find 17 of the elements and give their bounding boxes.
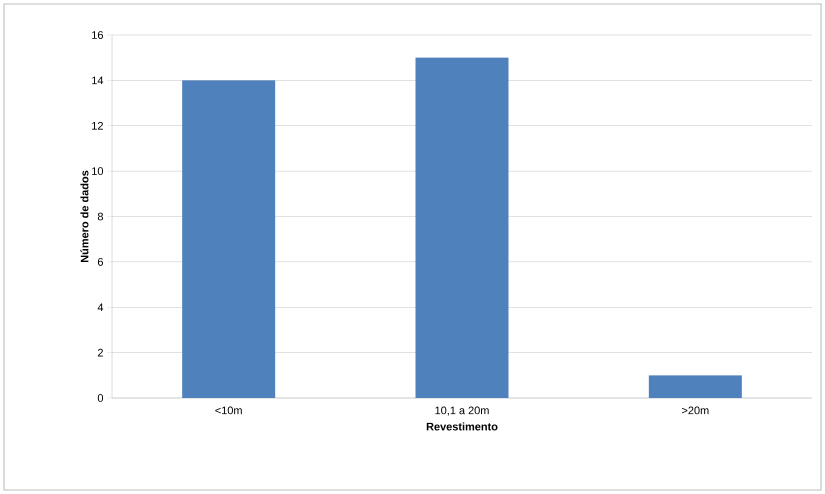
x-axis-title: Revestimento	[426, 422, 498, 430]
x-tick-label: <10m	[215, 406, 242, 414]
bar	[416, 58, 509, 398]
y-tick-label: 16	[92, 31, 103, 39]
y-tick-label: 14	[92, 76, 104, 84]
y-tick-label: 0	[98, 394, 104, 402]
x-tick-label: 10,1 a 20m	[435, 406, 489, 416]
bar	[648, 375, 742, 398]
y-tick-label: 2	[98, 348, 103, 356]
y-axis-title: Número de dados	[80, 170, 88, 262]
y-tick-label: 8	[98, 212, 103, 220]
y-tick-label: 6	[98, 258, 103, 266]
y-tick-label: 12	[92, 122, 103, 130]
y-tick-label: 10	[92, 167, 104, 176]
bar	[182, 80, 276, 398]
x-tick-label: >20m	[682, 406, 708, 414]
y-tick-label: 4	[98, 303, 104, 312]
